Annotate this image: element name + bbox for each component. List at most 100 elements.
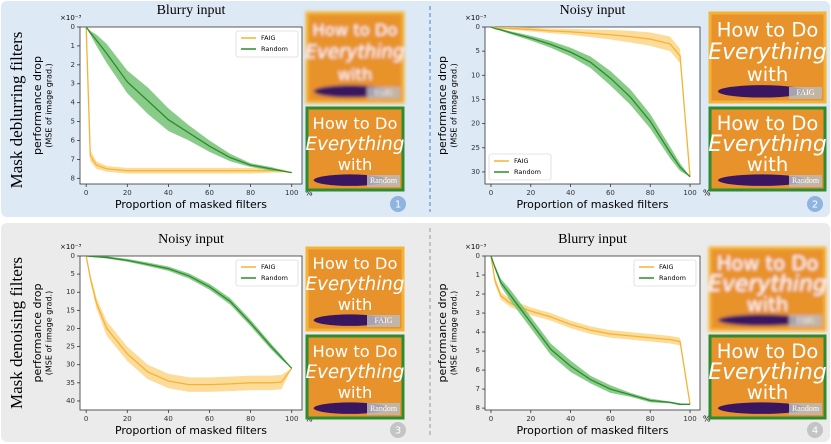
y-tick-label: 4 — [476, 328, 481, 336]
legend-label: FAIG — [261, 34, 276, 42]
thumbnail-text: Everything — [708, 272, 827, 297]
x-axis-label: Proportion of masked filters — [115, 198, 267, 211]
y-tick-label: 7 — [71, 155, 75, 163]
line — [85, 26, 292, 174]
thumbnail-text: How to Do — [313, 20, 398, 39]
legend-label: FAIG — [514, 157, 529, 165]
y-tick-label: 0 — [476, 252, 480, 260]
y-tick-label: 5 — [71, 118, 75, 126]
legend-label: FAIG — [659, 263, 674, 271]
line — [85, 255, 293, 386]
y-tick-label: 25 — [471, 144, 480, 152]
x-unit: % — [703, 415, 711, 424]
x-tick-label: 60 — [205, 189, 214, 197]
x-axis-label: Proportion of masked filters — [516, 198, 668, 211]
thumbnail-text: How to Do — [717, 252, 819, 275]
panel-number-badge — [390, 196, 406, 212]
legend-label: Random — [659, 274, 686, 282]
x-tick-label: 80 — [646, 415, 655, 423]
chart-title: Noisy input — [560, 3, 626, 18]
error-band — [86, 256, 292, 392]
thumbnail-text: How to Do — [717, 340, 819, 363]
y-tick-label: 40 — [66, 397, 75, 405]
thumbnail-text: with — [747, 293, 788, 316]
panel-number-badge — [807, 196, 823, 212]
y-axis-label: performance drop — [436, 284, 449, 383]
line — [490, 255, 691, 405]
panel-number: 4 — [812, 426, 818, 437]
x-tick-label: 40 — [164, 189, 173, 197]
y-tick-label: 0 — [476, 23, 480, 31]
y-tick-label: 6 — [71, 136, 76, 144]
panel-number: 1 — [395, 200, 401, 211]
panel-number: 3 — [395, 426, 401, 437]
x-tick-label: 20 — [526, 189, 535, 197]
y-tick-label: 8 — [71, 174, 75, 182]
legend-label: Random — [514, 168, 541, 176]
y-tick-label: 10 — [471, 71, 480, 79]
thumbnail-tag-label: Random — [370, 176, 398, 185]
x-tick-label: 0 — [84, 189, 88, 197]
y-tick-label: 0 — [71, 23, 75, 31]
y-multiplier: ×10⁻³ — [60, 14, 81, 22]
row-label: Mask deblurring filters — [7, 32, 26, 189]
thumbnail-tag-label: Random — [792, 404, 820, 413]
thumbnail-text: How to Do — [717, 18, 819, 41]
y-tick-label: 5 — [476, 347, 480, 355]
thumbnail-tag — [367, 315, 400, 327]
thumbnail-text: with — [338, 383, 373, 402]
y-tick-label: 7 — [476, 385, 480, 393]
thumbnail-text: Everything — [306, 362, 405, 383]
thumbnail-text: with — [747, 63, 788, 86]
chart-title: Blurry input — [558, 232, 627, 247]
line — [490, 26, 691, 177]
y-tick-label: 6 — [476, 366, 481, 374]
y-tick-label: 1 — [71, 42, 75, 50]
legend-label: Random — [261, 45, 288, 53]
thumbnail-text: Everything — [306, 134, 405, 155]
x-unit: % — [703, 189, 711, 198]
y-tick-label: 5 — [71, 270, 75, 278]
x-axis-label: Proportion of masked filters — [516, 424, 668, 437]
thumbnail-tag-label: FAIG — [796, 88, 814, 97]
y-tick-label: 3 — [71, 80, 75, 88]
x-tick-label: 40 — [164, 415, 173, 423]
thumbnail-blob — [718, 85, 806, 98]
y-tick-label: 2 — [71, 61, 75, 69]
y-tick-label: 15 — [66, 306, 75, 314]
y-tick-label: 25 — [66, 343, 75, 351]
x-tick-label: 40 — [566, 189, 575, 197]
panel-number-badge — [807, 422, 823, 438]
thumbnail-text: Everything — [708, 132, 827, 157]
x-tick-label: 100 — [285, 415, 298, 423]
thumbnail-text: Everything — [306, 274, 405, 295]
thumbnail-text: How to Do — [313, 254, 398, 273]
thumbnail-tag — [789, 403, 822, 415]
x-tick-label: 40 — [566, 415, 575, 423]
thumbnail-text: with — [338, 155, 373, 174]
thumbnail-text: Everything — [306, 42, 405, 63]
thumbnail-text: How to Do — [313, 342, 398, 361]
x-tick-label: 0 — [84, 415, 88, 423]
y-axis-label: (MSE of image grad.) — [45, 63, 54, 147]
y-tick-label: 5 — [476, 47, 480, 55]
thumbnail-blob — [718, 402, 806, 414]
y-tick-label: 3 — [476, 309, 480, 317]
line — [490, 255, 691, 405]
thumbnail-text: with — [338, 295, 373, 314]
legend-label: Random — [261, 274, 288, 282]
thumbnail-tag — [789, 175, 822, 187]
thumbnail-tag-label: FAIG — [374, 316, 392, 325]
x-tick-label: 80 — [246, 189, 255, 197]
row-label: Mask denoising filters — [7, 257, 26, 409]
y-axis-label: performance drop — [31, 284, 44, 383]
legend-label: FAIG — [261, 263, 276, 271]
